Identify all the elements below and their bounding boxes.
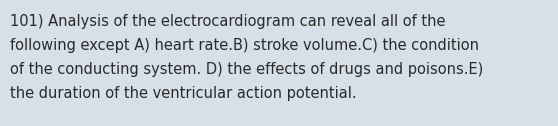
Text: the duration of the ventricular action potential.: the duration of the ventricular action p… <box>10 86 357 101</box>
Text: of the conducting system. D) the effects of drugs and poisons.E): of the conducting system. D) the effects… <box>10 62 483 77</box>
Text: following except A) heart rate.B) stroke volume.C) the condition: following except A) heart rate.B) stroke… <box>10 38 479 53</box>
Text: 101) Analysis of the electrocardiogram can reveal all of the: 101) Analysis of the electrocardiogram c… <box>10 14 445 29</box>
